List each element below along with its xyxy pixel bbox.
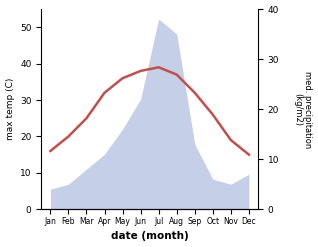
Y-axis label: max temp (C): max temp (C) [5, 78, 15, 140]
Y-axis label: med. precipitation
(kg/m2): med. precipitation (kg/m2) [293, 71, 313, 148]
X-axis label: date (month): date (month) [111, 231, 189, 242]
